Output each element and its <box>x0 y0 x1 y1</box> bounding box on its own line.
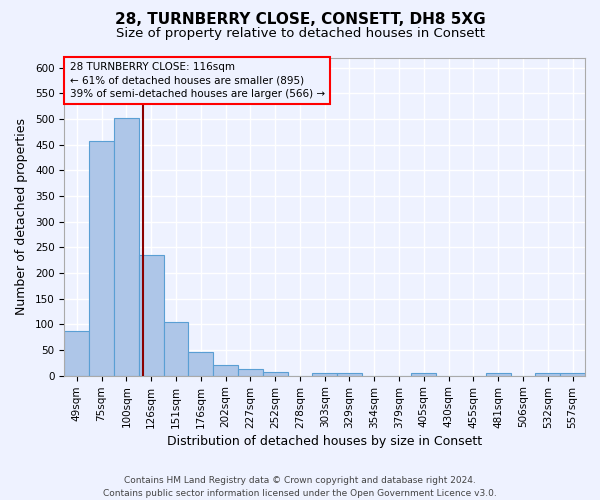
Bar <box>213 366 238 376</box>
Bar <box>188 352 213 376</box>
Text: 28 TURNBERRY CLOSE: 116sqm
← 61% of detached houses are smaller (895)
39% of sem: 28 TURNBERRY CLOSE: 116sqm ← 61% of deta… <box>70 62 325 98</box>
Bar <box>337 373 362 376</box>
Bar <box>486 373 511 376</box>
Bar <box>114 118 139 376</box>
Text: Contains HM Land Registry data © Crown copyright and database right 2024.
Contai: Contains HM Land Registry data © Crown c… <box>103 476 497 498</box>
Text: 28, TURNBERRY CLOSE, CONSETT, DH8 5XG: 28, TURNBERRY CLOSE, CONSETT, DH8 5XG <box>115 12 485 28</box>
Bar <box>535 373 560 376</box>
Bar <box>313 373 337 376</box>
Bar <box>263 372 287 376</box>
X-axis label: Distribution of detached houses by size in Consett: Distribution of detached houses by size … <box>167 434 482 448</box>
Bar <box>89 140 114 376</box>
Bar <box>164 322 188 376</box>
Bar <box>412 373 436 376</box>
Bar <box>560 373 585 376</box>
Bar <box>238 368 263 376</box>
Y-axis label: Number of detached properties: Number of detached properties <box>15 118 28 315</box>
Bar <box>64 330 89 376</box>
Text: Size of property relative to detached houses in Consett: Size of property relative to detached ho… <box>115 28 485 40</box>
Bar <box>139 254 164 376</box>
